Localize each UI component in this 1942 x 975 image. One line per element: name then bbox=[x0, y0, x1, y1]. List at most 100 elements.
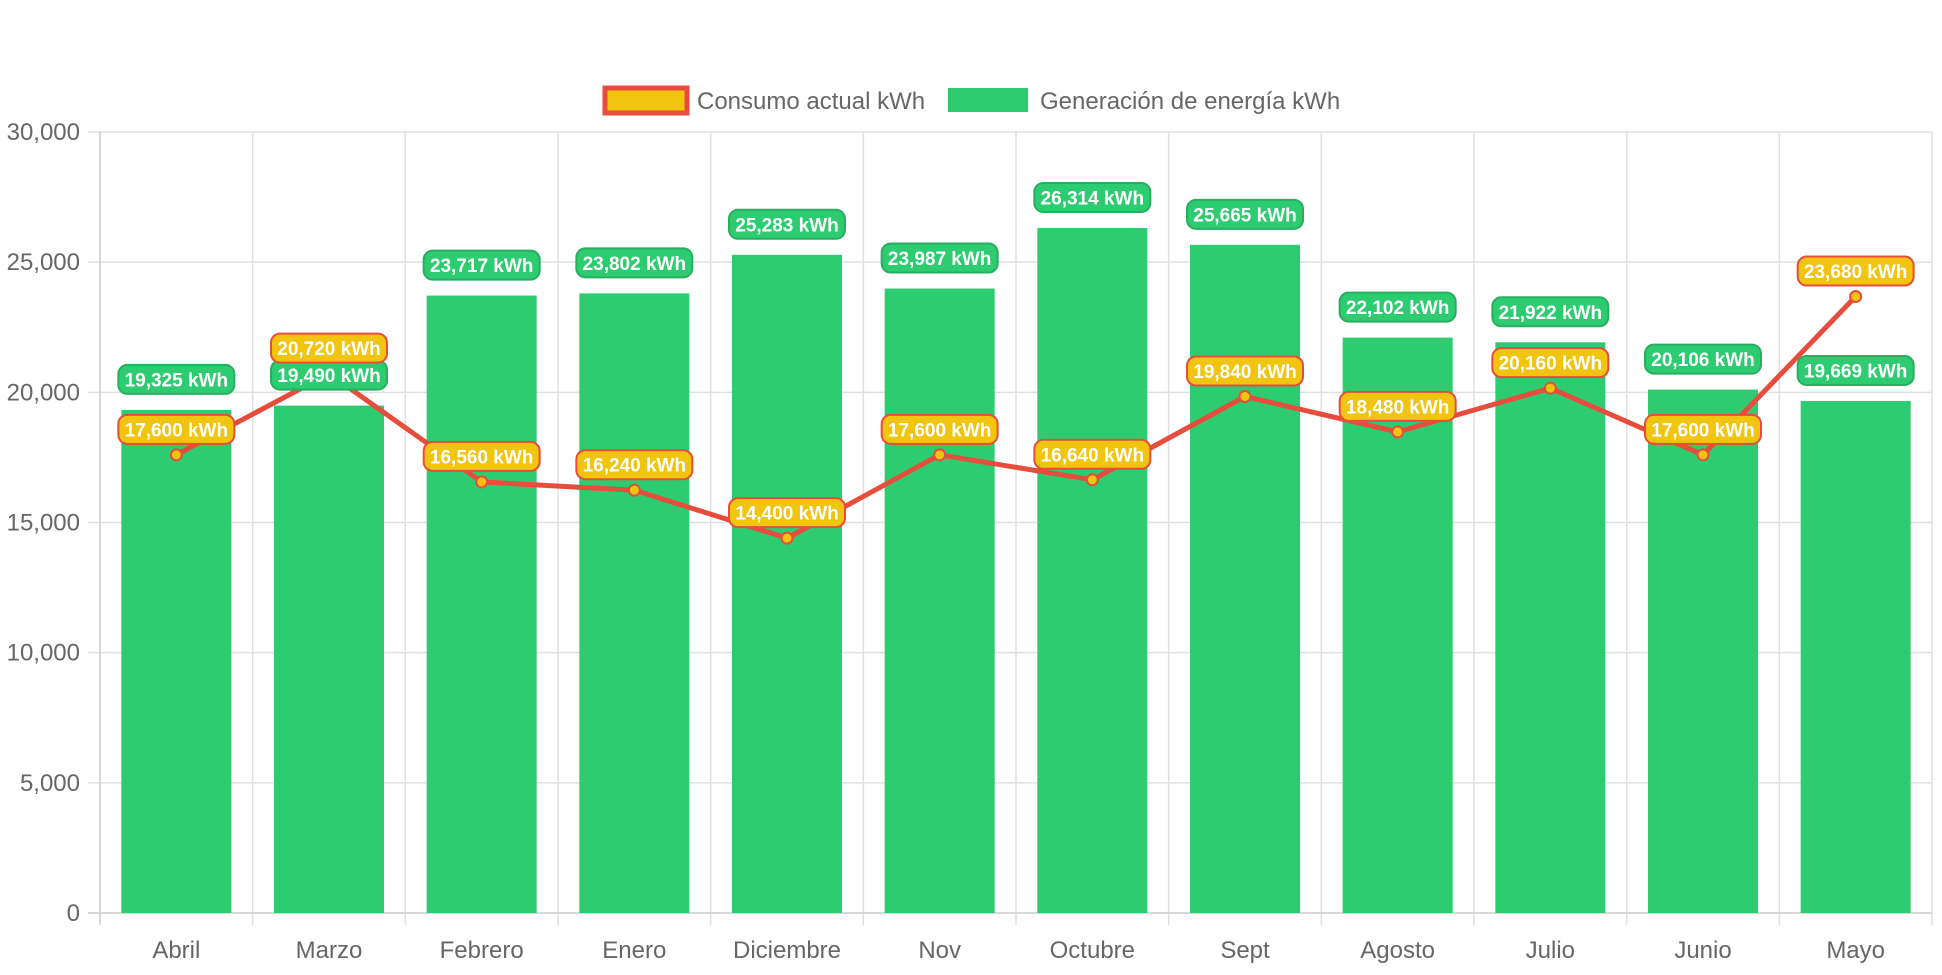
line-data-label-box bbox=[1338, 390, 1457, 422]
line-data-label-box bbox=[1033, 438, 1152, 470]
line-data-label-text: 16,640 kWh bbox=[1041, 445, 1145, 466]
legend-item-generacion[interactable]: Generación de energía kWh bbox=[948, 88, 1340, 115]
line-data-label: 17,600 kWh bbox=[1644, 413, 1762, 445]
legend-swatch-consumo bbox=[602, 85, 690, 116]
y-tick-label: 10,000 bbox=[7, 640, 80, 667]
bar-data-label: 19,490 kWh bbox=[270, 359, 388, 391]
bar-data-label-text: 22,102 kWh bbox=[1346, 298, 1450, 319]
y-tick-label: 25,000 bbox=[7, 249, 80, 276]
line-data-label: 19,840 kWh bbox=[1186, 355, 1304, 387]
y-tick-label: 15,000 bbox=[7, 510, 80, 537]
bar-data-label: 25,283 kWh bbox=[728, 208, 846, 240]
bar-data-label-text: 23,717 kWh bbox=[430, 256, 534, 277]
bar-data-label-box bbox=[575, 247, 694, 279]
line-data-label: 23,680 kWh bbox=[1796, 255, 1915, 287]
line-point bbox=[1696, 448, 1710, 462]
bar-data-label: 23,987 kWh bbox=[880, 242, 999, 274]
bar-data-label-box bbox=[1644, 343, 1762, 375]
line-data-label-box bbox=[422, 440, 541, 472]
line-data-label-text: 23,680 kWh bbox=[1804, 262, 1908, 283]
legend-label-consumo: Consumo actual kWh bbox=[697, 88, 925, 115]
line-data-label-box bbox=[1644, 413, 1762, 445]
line-data-label-box bbox=[117, 413, 236, 445]
line-data-label-box bbox=[880, 413, 999, 445]
x-tick-label: Febrero bbox=[440, 937, 524, 964]
bar-data-label-text: 21,922 kWh bbox=[1499, 303, 1603, 324]
y-tick-label: 30,000 bbox=[7, 119, 80, 146]
bar-data-label-text: 20,106 kWh bbox=[1651, 350, 1755, 371]
bar-series bbox=[121, 227, 1911, 914]
line-data-label-box bbox=[575, 449, 694, 481]
bar-data-label: 23,717 kWh bbox=[422, 249, 541, 281]
x-tick-label: Octubre bbox=[1050, 937, 1135, 964]
line-point bbox=[627, 483, 641, 497]
x-axis: Abril Marzo Febrero Enero Diciembre Nov Octubr… bbox=[152, 937, 1885, 964]
bar bbox=[732, 254, 842, 913]
legend-swatch-generacion bbox=[948, 88, 1028, 112]
x-tick-label: Junio bbox=[1674, 937, 1731, 964]
line-point bbox=[475, 475, 489, 489]
line-data-label-box bbox=[270, 332, 388, 364]
y-axis: 0 5,000 10,000 15,000 20,000 25,000 30,000 bbox=[7, 119, 80, 927]
bar-data-label: 19,669 kWh bbox=[1796, 354, 1915, 386]
grid bbox=[88, 131, 1933, 925]
line-data-label-text: 20,720 kWh bbox=[277, 339, 381, 360]
bar-data-label-text: 23,987 kWh bbox=[888, 249, 992, 270]
line-data-label-text: 14,400 kWh bbox=[735, 504, 839, 525]
bar bbox=[579, 293, 690, 913]
line-data-label: 14,400 kWh bbox=[728, 497, 846, 529]
x-tick-label: Marzo bbox=[296, 937, 363, 964]
bar-data-label-box bbox=[117, 363, 236, 395]
line-data-label-text: 20,160 kWh bbox=[1499, 354, 1603, 375]
x-tick-label: Nov bbox=[918, 937, 961, 964]
line-point bbox=[933, 448, 947, 462]
line-data-label-text: 17,600 kWh bbox=[888, 420, 992, 441]
bar-data-label: 23,802 kWh bbox=[575, 247, 694, 279]
bar-data-label: 25,665 kWh bbox=[1186, 198, 1304, 230]
line-point bbox=[1391, 425, 1405, 439]
line-data-label-text: 18,480 kWh bbox=[1346, 397, 1450, 418]
bar bbox=[426, 295, 537, 913]
bar-data-label-text: 23,802 kWh bbox=[583, 254, 687, 275]
line-point bbox=[1849, 290, 1863, 304]
bar bbox=[1648, 389, 1758, 913]
y-tick-label: 0 bbox=[67, 900, 80, 927]
x-tick-label: Diciembre bbox=[733, 937, 841, 964]
line-data-label-box bbox=[1186, 355, 1304, 387]
line-data-label-text: 17,600 kWh bbox=[1651, 420, 1755, 441]
bar bbox=[1495, 342, 1606, 914]
bar-data-label-box bbox=[728, 208, 846, 240]
bar-data-label-box bbox=[422, 249, 541, 281]
bar bbox=[1800, 400, 1911, 913]
bar-data-label-text: 26,314 kWh bbox=[1041, 188, 1145, 209]
data-labels: 19,325 kWh 19,490 kWh 23,717 kWh 23,802 kWh… bbox=[117, 181, 1915, 529]
line-data-label-box bbox=[1491, 347, 1610, 379]
bar-data-label-text: 19,669 kWh bbox=[1804, 361, 1908, 382]
x-tick-label: Abril bbox=[152, 937, 200, 964]
line-point bbox=[1238, 389, 1252, 403]
bar-data-label: 26,314 kWh bbox=[1033, 181, 1152, 213]
bar-data-label-box bbox=[1491, 296, 1610, 328]
line-data-label: 20,720 kWh bbox=[270, 332, 388, 364]
x-tick-label: Sept bbox=[1220, 937, 1270, 964]
x-tick-label: Julio bbox=[1526, 937, 1575, 964]
bar-data-label: 22,102 kWh bbox=[1338, 291, 1457, 323]
bar-data-label-box bbox=[1186, 198, 1304, 230]
bar bbox=[884, 288, 995, 913]
line-data-label: 20,160 kWh bbox=[1491, 347, 1610, 379]
x-tick-label: Agosto bbox=[1360, 937, 1435, 964]
x-tick-label: Mayo bbox=[1826, 937, 1885, 964]
x-tick-label: Enero bbox=[602, 937, 666, 964]
line-point bbox=[780, 531, 794, 545]
legend-label-generacion: Generación de energía kWh bbox=[1040, 88, 1340, 115]
line-point bbox=[1543, 381, 1557, 395]
line-data-label-text: 16,240 kWh bbox=[583, 456, 687, 477]
bar-data-label-box bbox=[1796, 354, 1915, 386]
bar-data-label-box bbox=[880, 242, 999, 274]
bar bbox=[1190, 244, 1300, 914]
line-data-label: 18,480 kWh bbox=[1338, 390, 1457, 422]
legend-item-consumo[interactable]: Consumo actual kWh bbox=[602, 85, 925, 116]
line-data-label: 16,240 kWh bbox=[575, 449, 694, 481]
